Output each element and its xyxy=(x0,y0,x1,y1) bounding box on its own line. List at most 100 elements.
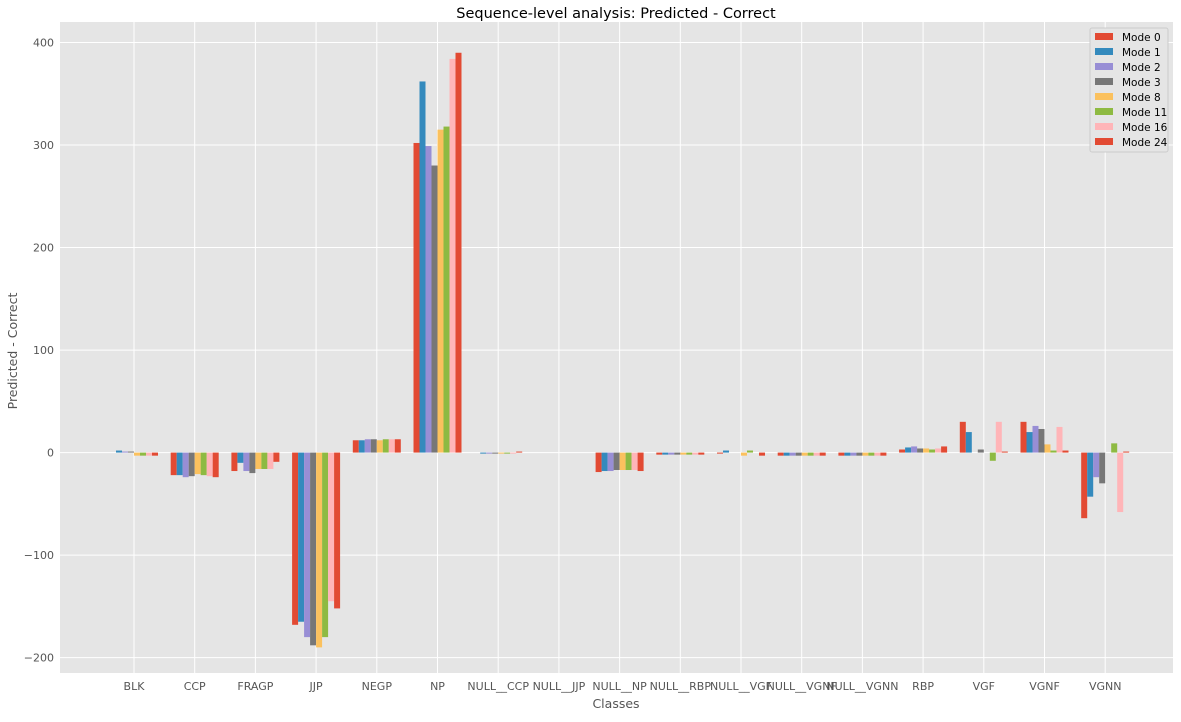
bar xyxy=(807,452,814,456)
x-tick-label: BLK xyxy=(124,680,146,693)
x-axis-label: Classes xyxy=(592,696,639,711)
bar xyxy=(182,452,189,478)
bar xyxy=(747,450,753,453)
bar xyxy=(425,146,432,453)
x-tick-label: VGNN xyxy=(1089,680,1122,693)
x-tick-label: CCP xyxy=(184,680,206,693)
bar xyxy=(1038,429,1045,453)
x-tick-label: NULL__VGF xyxy=(710,680,772,693)
legend-swatch xyxy=(1095,33,1113,40)
bar xyxy=(376,440,383,453)
bar xyxy=(443,126,450,453)
bar xyxy=(170,452,177,476)
bar xyxy=(856,452,863,456)
bar xyxy=(328,452,335,602)
y-tick-label: 200 xyxy=(33,242,54,255)
bar xyxy=(352,440,359,453)
legend: Mode 0 Mode 1 Mode 2 Mode 3 Mode 8 Mode 11 Mod… xyxy=(1089,27,1169,153)
legend-swatch xyxy=(1095,78,1113,85)
y-axis-label: Predicted - Correct xyxy=(5,293,20,410)
bar xyxy=(868,452,875,456)
x-tick-label: NULL__JJP xyxy=(533,680,586,693)
bar xyxy=(668,452,675,455)
bar xyxy=(723,450,729,453)
bar xyxy=(1020,421,1027,453)
x-tick-label: RBP xyxy=(912,680,934,693)
axis-ticks: −200 −100 0 100 200 300 400 BLK CCP FRAGP JJP NEGP N… xyxy=(24,37,1122,693)
x-tick-label: FRAGP xyxy=(237,680,273,693)
legend-swatch xyxy=(1095,138,1113,145)
bar xyxy=(680,452,687,455)
legend-swatch xyxy=(1095,108,1113,115)
bar xyxy=(455,52,462,453)
bar xyxy=(261,452,268,469)
bar xyxy=(206,452,213,477)
bar xyxy=(510,452,517,454)
bar xyxy=(899,449,906,453)
legend-swatch xyxy=(1095,123,1113,130)
legend-label: Mode 16 xyxy=(1122,122,1168,134)
bar xyxy=(200,452,207,476)
bar xyxy=(783,452,790,456)
legend-swatch xyxy=(1095,48,1113,55)
bar xyxy=(595,452,602,473)
bar xyxy=(419,81,426,453)
x-tick-label: NULL__CCP xyxy=(467,680,529,693)
bar xyxy=(777,452,784,456)
bar xyxy=(631,452,638,471)
bar xyxy=(1062,450,1069,453)
bar xyxy=(625,452,632,471)
bar xyxy=(498,452,505,454)
bar xyxy=(273,452,280,462)
bar xyxy=(243,452,250,472)
bar xyxy=(304,452,311,638)
chart-title: Sequence-level analysis: Predicted - Cor… xyxy=(456,6,776,22)
bar xyxy=(358,440,365,453)
bar xyxy=(880,452,887,456)
bar xyxy=(935,448,942,453)
bar xyxy=(382,439,389,453)
bar xyxy=(1111,443,1118,453)
bar xyxy=(176,452,183,476)
bar xyxy=(1032,425,1039,453)
bar xyxy=(959,421,966,453)
bar xyxy=(1026,432,1033,453)
bar xyxy=(759,452,765,456)
x-tick-label: NULL__NP xyxy=(592,680,647,693)
bar xyxy=(838,452,845,456)
legend-label: Mode 11 xyxy=(1122,107,1167,119)
bar xyxy=(134,452,140,456)
bar xyxy=(364,439,371,453)
bar xyxy=(449,58,456,453)
bar xyxy=(516,451,523,453)
bar xyxy=(844,452,851,456)
bar xyxy=(819,452,826,456)
x-tick-label: NP xyxy=(430,680,445,693)
bar xyxy=(1044,444,1051,453)
bar xyxy=(686,452,693,455)
bar xyxy=(292,452,299,625)
x-tick-label: NEGP xyxy=(362,680,393,693)
bar xyxy=(698,452,705,455)
y-tick-label: 400 xyxy=(33,37,54,50)
bar xyxy=(874,452,881,456)
legend-swatch xyxy=(1095,63,1113,70)
bar xyxy=(231,452,238,472)
bar xyxy=(923,448,930,453)
bar xyxy=(122,451,128,453)
legend-label: Mode 1 xyxy=(1122,47,1161,59)
bar xyxy=(1081,452,1088,519)
bar xyxy=(862,452,869,456)
y-tick-label: −200 xyxy=(24,652,54,665)
bar xyxy=(140,452,146,456)
bar xyxy=(1099,452,1106,484)
bar xyxy=(1123,451,1130,453)
bar xyxy=(717,452,723,454)
legend-label: Mode 3 xyxy=(1122,77,1161,89)
bar xyxy=(607,452,614,472)
plot-background xyxy=(60,22,1173,673)
legend-box xyxy=(1089,27,1169,153)
bar xyxy=(480,452,487,454)
x-tick-label: VGNF xyxy=(1029,680,1060,693)
